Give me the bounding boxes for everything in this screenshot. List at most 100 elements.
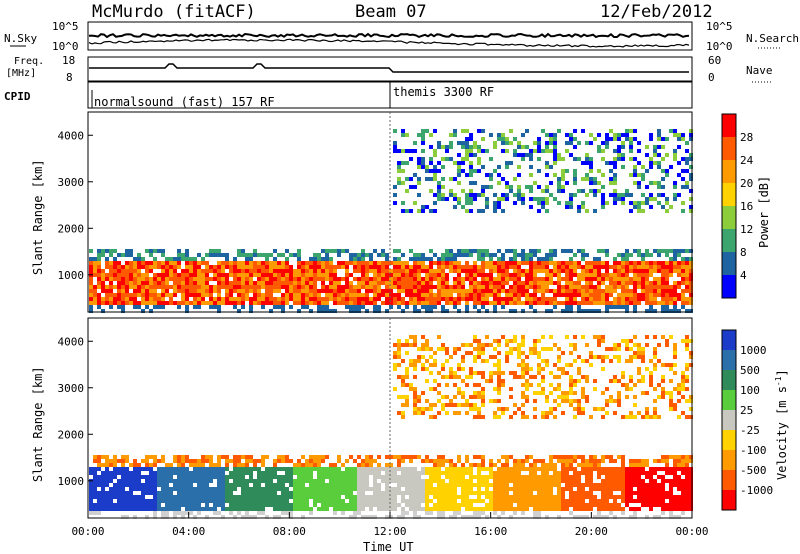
heatmap-cell	[429, 371, 433, 375]
freq-left-tick-bottom: 8	[66, 71, 73, 84]
heatmap-cell	[401, 209, 405, 213]
heatmap-cell	[217, 491, 221, 495]
heatmap-cell	[557, 395, 561, 399]
heatmap-cell	[565, 261, 569, 265]
heatmap-cell	[585, 209, 589, 213]
heatmap-cell	[645, 269, 649, 273]
heatmap-cell	[177, 285, 181, 289]
heatmap-cell	[497, 359, 501, 363]
heatmap-cell	[685, 185, 689, 189]
heatmap-cell	[229, 289, 233, 293]
heatmap-cell	[169, 297, 173, 301]
heatmap-cell	[429, 257, 433, 261]
heatmap-cell	[553, 479, 557, 483]
heatmap-cell	[253, 495, 257, 499]
heatmap-cell	[457, 475, 461, 479]
heatmap-cell	[337, 499, 341, 503]
heatmap-cell	[321, 261, 325, 265]
heatmap-cell	[277, 459, 281, 463]
heatmap-cell	[217, 463, 221, 467]
heatmap-cell	[601, 197, 605, 201]
heatmap-cell	[409, 297, 413, 301]
heatmap-cell	[409, 383, 413, 387]
heatmap-cell	[441, 261, 445, 265]
heatmap-cell	[669, 495, 673, 499]
heatmap-cell	[249, 479, 253, 483]
heatmap-cell	[517, 347, 521, 351]
heatmap-cell	[337, 471, 341, 475]
heatmap-cell	[593, 273, 597, 277]
heatmap-cell	[453, 197, 457, 201]
heatmap-cell	[385, 309, 389, 313]
heatmap-cell	[665, 471, 669, 475]
heatmap-cell	[409, 301, 413, 305]
heatmap-cell	[253, 269, 257, 273]
heatmap-cell	[237, 253, 241, 257]
heatmap-cell	[629, 145, 633, 149]
heatmap-cell	[517, 253, 521, 257]
heatmap-cell	[113, 293, 117, 297]
heatmap-cell	[253, 293, 257, 297]
heatmap-cell	[625, 491, 629, 495]
heatmap-cell	[553, 281, 557, 285]
heatmap-cell	[641, 201, 645, 205]
heatmap-cell	[597, 261, 601, 265]
heatmap-cell	[637, 371, 641, 375]
heatmap-cell	[629, 475, 633, 479]
heatmap-cell	[121, 455, 125, 459]
heatmap-cell	[337, 507, 341, 511]
heatmap-cell	[477, 253, 481, 257]
heatmap-cell	[421, 471, 425, 475]
heatmap-cell	[585, 193, 589, 197]
heatmap-cell	[561, 249, 565, 253]
heatmap-cell	[201, 463, 205, 467]
heatmap-cell	[601, 359, 605, 363]
heatmap-cell	[481, 347, 485, 351]
heatmap-cell	[265, 503, 269, 507]
heatmap-cell	[637, 491, 641, 495]
heatmap-cell	[249, 305, 253, 309]
heatmap-cell	[453, 503, 457, 507]
heatmap-cell	[665, 463, 669, 467]
heatmap-cell	[165, 281, 169, 285]
heatmap-cell	[405, 455, 409, 459]
heatmap-cell	[309, 265, 313, 269]
heatmap-cell	[177, 305, 181, 309]
heatmap-cell	[225, 273, 229, 277]
heatmap-cell	[565, 297, 569, 301]
heatmap-cell	[165, 265, 169, 269]
heatmap-cell	[469, 161, 473, 165]
heatmap-cell	[129, 463, 133, 467]
station-title: McMurdo (fitACF)	[92, 2, 256, 22]
heatmap-cell	[509, 189, 513, 193]
heatmap-cell	[341, 487, 345, 491]
heatmap-cell	[641, 261, 645, 265]
heatmap-cell	[537, 157, 541, 161]
heatmap-cell	[649, 507, 653, 511]
heatmap-cell	[457, 141, 461, 145]
heatmap-cell	[529, 165, 533, 169]
heatmap-cell	[189, 499, 193, 503]
heatmap-cell	[145, 467, 149, 471]
heatmap-cell	[489, 277, 493, 281]
heatmap-cell	[493, 285, 497, 289]
heatmap-cell	[341, 301, 345, 305]
heatmap-cell	[529, 277, 533, 281]
heatmap-cell	[565, 181, 569, 185]
heatmap-cell	[137, 483, 141, 487]
heatmap-cell	[321, 309, 325, 313]
heatmap-cell	[417, 503, 421, 507]
heatmap-cell	[477, 383, 481, 387]
heatmap-cell	[525, 277, 529, 281]
heatmap-cell	[353, 265, 357, 269]
heatmap-cell	[689, 503, 693, 507]
heatmap-cell	[305, 503, 309, 507]
heatmap-cell	[421, 407, 425, 411]
heatmap-cell	[573, 379, 577, 383]
heatmap-cell	[253, 503, 257, 507]
heatmap-cell	[285, 495, 289, 499]
heatmap-cell	[537, 257, 541, 261]
heatmap-cell	[605, 387, 609, 391]
heatmap-cell	[449, 177, 453, 181]
heatmap-cell	[401, 149, 405, 153]
